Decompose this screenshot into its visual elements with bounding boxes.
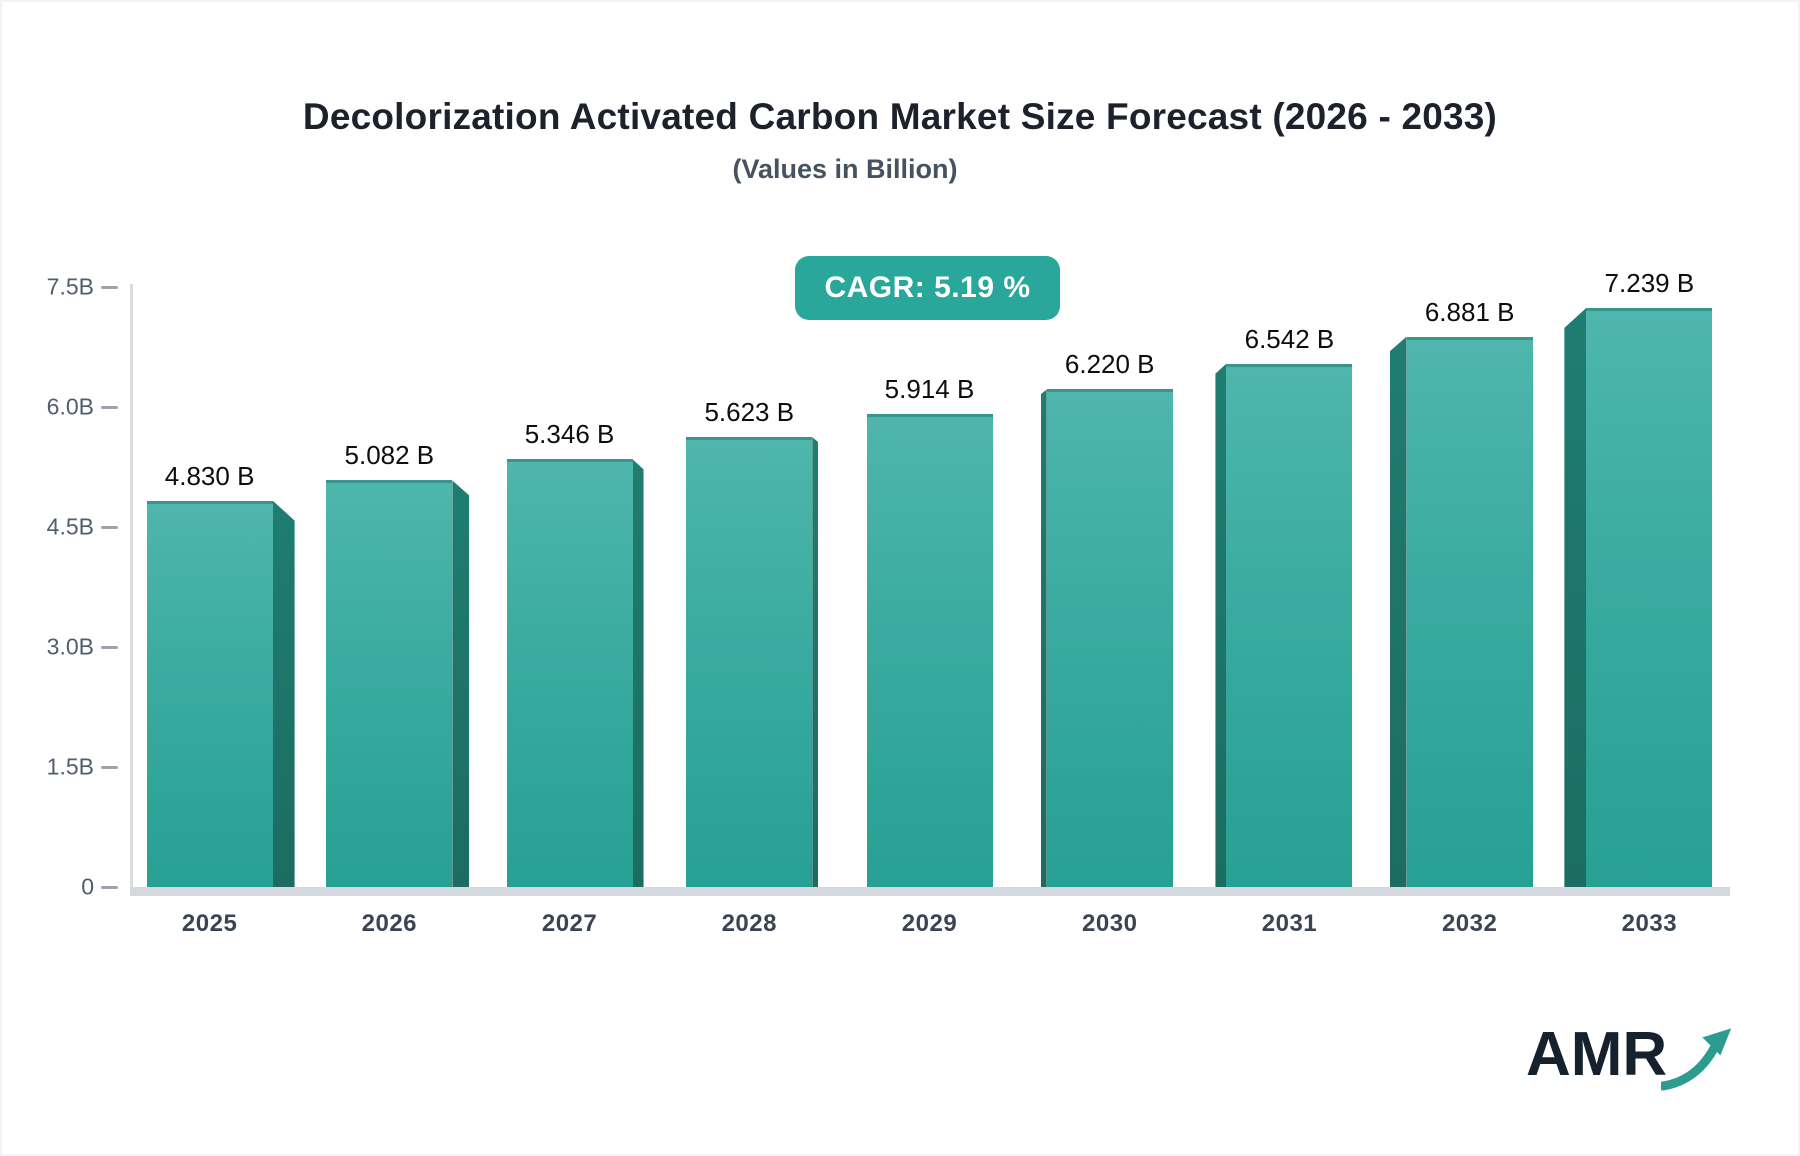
bar-2025 — [146, 500, 273, 887]
y-tick-label-3.0B: 3.0B — [46, 633, 94, 660]
x-axis-label-2025: 2025 — [181, 910, 238, 937]
bar-2027-side — [632, 459, 644, 887]
bar-2028 — [686, 437, 813, 887]
y-tick-label-1.5B: 1.5B — [46, 753, 94, 780]
amr-logo-text: AMR — [1526, 1020, 1668, 1089]
bar-2031 — [1226, 363, 1353, 887]
cagr-badge: CAGR: 5.19 % — [795, 256, 1060, 320]
bar-value-label-2029: 5.914 B — [884, 373, 975, 404]
y-tick-dash-3.0B — [101, 645, 118, 649]
x-axis-label-2033: 2033 — [1621, 910, 1678, 937]
page-title: Decolorization Activated Carbon Market S… — [302, 96, 1498, 137]
y-tick-label-6.0B: 6.0B — [46, 393, 94, 420]
y-tick-dash-4.5B — [101, 525, 118, 529]
bar-value-label-2031: 6.542 B — [1244, 323, 1335, 354]
bar-2027 — [506, 459, 633, 887]
x-axis-label-2029: 2029 — [901, 910, 958, 937]
x-axis-label-2026: 2026 — [361, 910, 418, 937]
bar-value-label-2033: 7.239 B — [1604, 267, 1695, 298]
x-axis-label-2032: 2032 — [1441, 910, 1498, 937]
bar-2028-side — [812, 437, 819, 887]
bar-2026-side — [452, 480, 470, 887]
cagr-badge-label: CAGR: 5.19 % — [824, 271, 1031, 304]
bar-value-label-2025: 4.830 B — [164, 460, 255, 491]
bar-value-label-2026: 5.082 B — [344, 440, 435, 471]
bar-2031-side — [1215, 363, 1227, 887]
bar-2032-side — [1389, 336, 1407, 887]
bar-2032 — [1406, 336, 1533, 887]
y-tick-label-0: 0 — [81, 873, 94, 900]
bar-2026 — [326, 480, 453, 887]
bar-value-label-2032: 6.881 B — [1424, 296, 1515, 327]
x-axis-label-2028: 2028 — [721, 910, 777, 937]
bar-value-label-2030: 6.220 B — [1064, 349, 1155, 380]
x-axis-label-2031: 2031 — [1261, 910, 1318, 937]
bar-value-label-2027: 5.346 B — [524, 419, 615, 450]
y-tick-dash-0 — [101, 885, 118, 889]
page-subtitle: (Values in Billion) — [732, 154, 958, 184]
growth-arrow-icon — [1658, 1026, 1733, 1097]
bar-2030-side — [1040, 389, 1047, 887]
x-axis-label-2030: 2030 — [1082, 910, 1138, 937]
bar-2029 — [866, 413, 993, 887]
bar-2033 — [1586, 307, 1713, 887]
bar-2025-side — [272, 500, 295, 887]
y-tick-dash-1.5B — [101, 765, 118, 769]
x-axis-label-2027: 2027 — [541, 910, 598, 937]
amr-logo: AMR — [1526, 1024, 1733, 1097]
x-axis-baseline — [130, 887, 1730, 896]
y-axis-line — [130, 284, 133, 896]
bar-2033-side — [1564, 307, 1587, 887]
y-tick-dash-7.5B — [101, 285, 118, 289]
bar-value-label-2028: 5.623 B — [704, 397, 795, 428]
y-tick-label-7.5B: 7.5B — [46, 273, 94, 300]
y-tick-label-4.5B: 4.5B — [46, 513, 94, 540]
bar-2030 — [1046, 389, 1173, 887]
y-tick-dash-6.0B — [101, 405, 118, 409]
